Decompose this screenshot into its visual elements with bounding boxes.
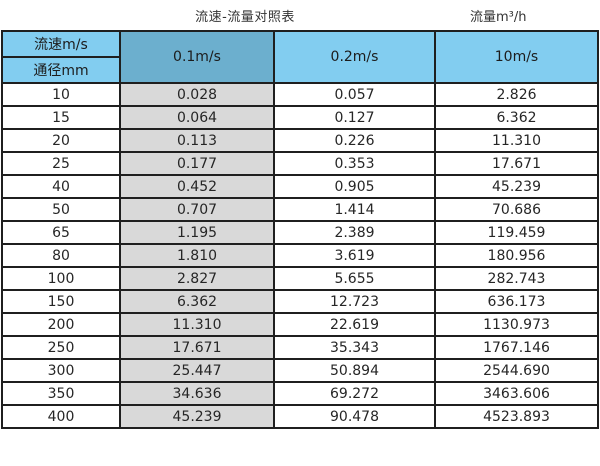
table-body: 10 0.028 0.057 2.826 15 0.064 0.127 6.362 20 0.11… bbox=[1, 82, 599, 429]
table-row: 80 1.810 3.619 180.956 bbox=[1, 243, 599, 268]
diameter-cell: 300 bbox=[1, 358, 121, 383]
flow-value-cell: 0.353 bbox=[273, 151, 436, 176]
table-row: 40 0.452 0.905 45.239 bbox=[1, 174, 599, 199]
flow-value-cell: 12.723 bbox=[273, 289, 436, 314]
flow-value-cell: 35.343 bbox=[273, 335, 436, 360]
diameter-cell: 200 bbox=[1, 312, 121, 337]
flow-value-cell: 3.619 bbox=[273, 243, 436, 268]
flow-value-cell: 11.310 bbox=[434, 128, 599, 153]
diameter-cell: 400 bbox=[1, 404, 121, 429]
flow-value-cell: 1.810 bbox=[119, 243, 275, 268]
flow-value-cell: 2.826 bbox=[434, 82, 599, 107]
flow-value-cell: 90.478 bbox=[273, 404, 436, 429]
table-row: 65 1.195 2.389 119.459 bbox=[1, 220, 599, 245]
flow-value-cell: 3463.606 bbox=[434, 381, 599, 406]
diameter-cell: 40 bbox=[1, 174, 121, 199]
flow-value-cell: 282.743 bbox=[434, 266, 599, 291]
diameter-cell: 10 bbox=[1, 82, 121, 107]
flow-unit-label: 流量m³/h bbox=[470, 10, 527, 25]
flow-rate-table: 流速m/s 0.1m/s 0.2m/s 10m/s 通径mm 10 0.028 0.… bbox=[1, 30, 599, 429]
corner-cell-velocity: 流速m/s bbox=[1, 30, 121, 58]
flow-value-cell: 11.310 bbox=[119, 312, 275, 337]
diameter-cell: 80 bbox=[1, 243, 121, 268]
flow-value-cell: 1.195 bbox=[119, 220, 275, 245]
flow-value-cell: 1130.973 bbox=[434, 312, 599, 337]
table-row: 15 0.064 0.127 6.362 bbox=[1, 105, 599, 130]
title-bar: 流速-流量对照表 流量m³/h bbox=[0, 0, 600, 30]
corner-cell-diameter: 通径mm bbox=[1, 56, 121, 84]
flow-value-cell: 6.362 bbox=[119, 289, 275, 314]
flow-value-cell: 70.686 bbox=[434, 197, 599, 222]
column-header-10ms: 10m/s bbox=[434, 30, 599, 84]
flow-value-cell: 4523.893 bbox=[434, 404, 599, 429]
diameter-cell: 250 bbox=[1, 335, 121, 360]
flow-value-cell: 5.655 bbox=[273, 266, 436, 291]
flow-value-cell: 50.894 bbox=[273, 358, 436, 383]
flow-value-cell: 17.671 bbox=[434, 151, 599, 176]
flow-value-cell: 0.127 bbox=[273, 105, 436, 130]
table-row: 400 45.239 90.478 4523.893 bbox=[1, 404, 599, 429]
flow-value-cell: 0.707 bbox=[119, 197, 275, 222]
flow-value-cell: 0.057 bbox=[273, 82, 436, 107]
flow-value-cell: 6.362 bbox=[434, 105, 599, 130]
flow-value-cell: 0.177 bbox=[119, 151, 275, 176]
table-row: 10 0.028 0.057 2.826 bbox=[1, 82, 599, 107]
table-header: 流速m/s 0.1m/s 0.2m/s 10m/s 通径mm bbox=[1, 30, 599, 84]
table-row: 250 17.671 35.343 1767.146 bbox=[1, 335, 599, 360]
diameter-cell: 25 bbox=[1, 151, 121, 176]
table-row: 50 0.707 1.414 70.686 bbox=[1, 197, 599, 222]
flow-value-cell: 0.226 bbox=[273, 128, 436, 153]
flow-value-cell: 34.636 bbox=[119, 381, 275, 406]
flow-value-cell: 1767.146 bbox=[434, 335, 599, 360]
flow-value-cell: 0.905 bbox=[273, 174, 436, 199]
diameter-cell: 65 bbox=[1, 220, 121, 245]
flow-value-cell: 2.389 bbox=[273, 220, 436, 245]
flow-value-cell: 180.956 bbox=[434, 243, 599, 268]
flow-value-cell: 17.671 bbox=[119, 335, 275, 360]
flow-value-cell: 636.173 bbox=[434, 289, 599, 314]
flow-value-cell: 22.619 bbox=[273, 312, 436, 337]
page-title: 流速-流量对照表 bbox=[195, 10, 295, 25]
table-row: 100 2.827 5.655 282.743 bbox=[1, 266, 599, 291]
flow-value-cell: 0.064 bbox=[119, 105, 275, 130]
diameter-cell: 350 bbox=[1, 381, 121, 406]
flow-value-cell: 25.447 bbox=[119, 358, 275, 383]
diameter-cell: 150 bbox=[1, 289, 121, 314]
flow-value-cell: 2544.690 bbox=[434, 358, 599, 383]
flow-value-cell: 45.239 bbox=[119, 404, 275, 429]
flow-value-cell: 0.028 bbox=[119, 82, 275, 107]
flow-value-cell: 2.827 bbox=[119, 266, 275, 291]
flow-value-cell: 0.113 bbox=[119, 128, 275, 153]
table-row: 350 34.636 69.272 3463.606 bbox=[1, 381, 599, 406]
flow-value-cell: 45.239 bbox=[434, 174, 599, 199]
diameter-cell: 20 bbox=[1, 128, 121, 153]
column-header-0-1ms: 0.1m/s bbox=[119, 30, 275, 84]
flow-value-cell: 0.452 bbox=[119, 174, 275, 199]
table-row: 300 25.447 50.894 2544.690 bbox=[1, 358, 599, 383]
table-row: 200 11.310 22.619 1130.973 bbox=[1, 312, 599, 337]
flow-value-cell: 1.414 bbox=[273, 197, 436, 222]
column-header-0-2ms: 0.2m/s bbox=[273, 30, 436, 84]
table-row: 20 0.113 0.226 11.310 bbox=[1, 128, 599, 153]
table-row: 150 6.362 12.723 636.173 bbox=[1, 289, 599, 314]
diameter-cell: 50 bbox=[1, 197, 121, 222]
flow-value-cell: 119.459 bbox=[434, 220, 599, 245]
diameter-cell: 15 bbox=[1, 105, 121, 130]
flow-value-cell: 69.272 bbox=[273, 381, 436, 406]
table-row: 25 0.177 0.353 17.671 bbox=[1, 151, 599, 176]
diameter-cell: 100 bbox=[1, 266, 121, 291]
